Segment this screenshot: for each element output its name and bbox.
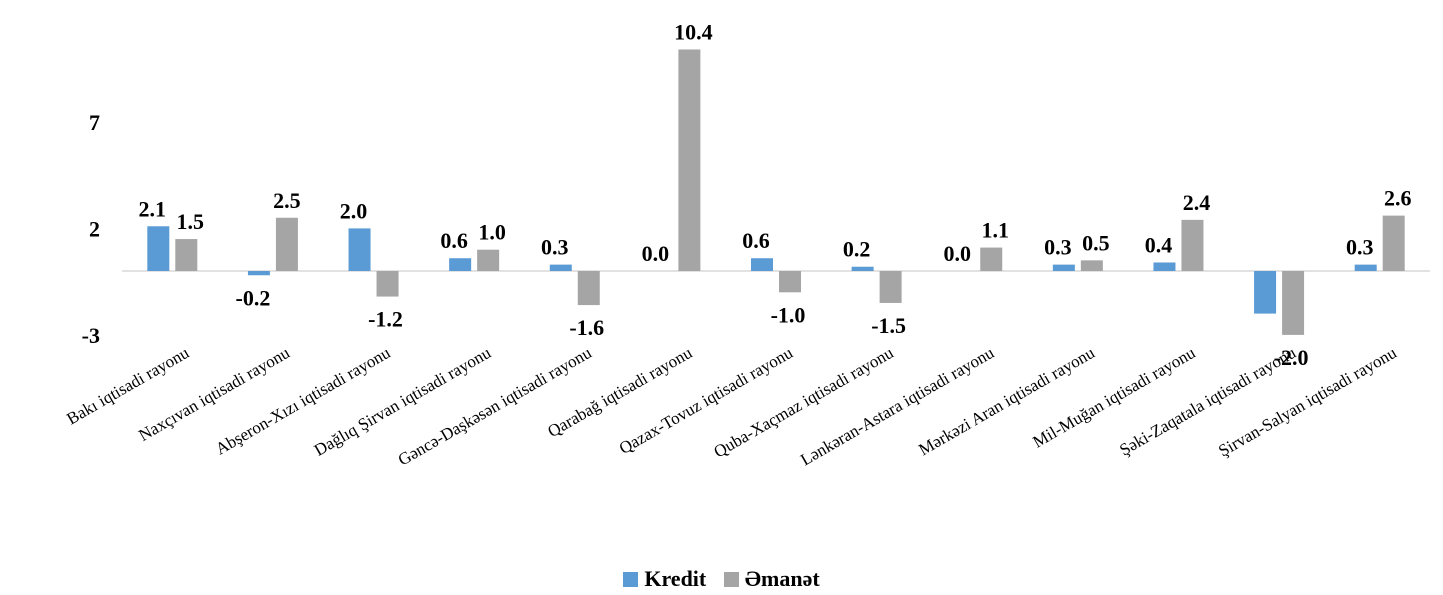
data-label-kredit: 0.0 — [943, 241, 971, 266]
bar-emanet — [577, 271, 600, 306]
legend-swatch-emanet — [723, 572, 739, 587]
x-category-label: Dağlıq Şirvan iqtisadi rayonu — [311, 343, 495, 460]
chart-legend: Kredit Əmanət — [0, 566, 1443, 592]
bar-emanet — [275, 217, 298, 271]
y-tick-label: 2 — [89, 216, 100, 241]
data-label-kredit: 0.0 — [642, 241, 670, 266]
data-label-kredit: 0.3 — [541, 235, 569, 260]
bar-emanet — [879, 271, 902, 303]
data-label-emanet: 1.5 — [177, 209, 205, 234]
bar-emanet — [477, 249, 500, 271]
x-category-label: Mərkəzi Aran iqtisadi rayonu — [915, 343, 1098, 460]
data-label-kredit: 0.6 — [440, 228, 468, 253]
data-label-emanet: 2.6 — [1384, 186, 1412, 211]
bar-kredit — [549, 264, 572, 271]
data-label-emanet: -1.5 — [871, 313, 906, 338]
data-label-kredit: 0.3 — [1044, 235, 1072, 260]
data-label-emanet: 2.4 — [1183, 190, 1211, 215]
data-label-emanet: 10.4 — [674, 19, 713, 44]
bar-kredit — [1254, 271, 1277, 314]
bar-kredit — [1153, 262, 1176, 271]
bar-kredit — [851, 266, 874, 271]
legend-item-emanet: Əmanət — [723, 566, 820, 592]
bar-kredit — [751, 258, 773, 271]
bar-emanet — [1080, 260, 1103, 271]
data-label-emanet: -1.0 — [771, 302, 806, 327]
x-category-label: Şəki-Zaqatala iqtisadi rayonu — [1116, 343, 1299, 460]
bar-kredit — [449, 258, 472, 271]
x-category-label: Gəncə-Daşkəsən iqtisadi rayonu — [395, 343, 595, 470]
bar-emanet — [1181, 219, 1204, 271]
data-label-kredit: 2.1 — [139, 196, 167, 221]
legend-label-emanet: Əmanət — [744, 566, 820, 591]
y-tick-label: -3 — [82, 323, 100, 348]
data-label-emanet: -2.0 — [1274, 345, 1309, 370]
bar-kredit — [348, 228, 371, 271]
legend-swatch-kredit — [623, 572, 639, 587]
bar-kredit — [247, 271, 270, 276]
bar-kredit — [147, 226, 170, 271]
x-category-label: Quba-Xaçmaz iqtisadi rayonu — [711, 343, 898, 462]
bar-emanet — [779, 271, 801, 293]
bar-emanet — [175, 239, 198, 271]
data-label-emanet: -1.6 — [569, 315, 604, 340]
data-label-emanet: 1.1 — [981, 218, 1009, 243]
data-label-emanet: 1.0 — [478, 220, 506, 245]
data-label-kredit: 2.0 — [340, 198, 368, 223]
x-category-label: Lənkəran-Astara iqtisadi rayonu — [797, 343, 997, 470]
bar-emanet — [980, 247, 1003, 271]
x-category-label: Abşeron-Xızı iqtisadi rayonu — [212, 343, 394, 459]
data-label-kredit: 0.3 — [1346, 235, 1374, 260]
legend-item-kredit: Kredit — [623, 566, 706, 592]
data-label-kredit: 0.2 — [843, 237, 871, 262]
bar-emanet — [678, 49, 701, 272]
y-tick-label: 7 — [89, 110, 100, 135]
bar-kredit — [1354, 264, 1377, 271]
data-label-kredit: 0.6 — [742, 228, 770, 253]
bar-emanet — [376, 271, 399, 297]
data-label-emanet: 0.5 — [1082, 230, 1110, 255]
x-category-label: Qazax-Tovuz iqtisadi rayonu — [616, 343, 797, 458]
legend-label-kredit: Kredit — [644, 566, 707, 591]
data-label-kredit: -0.2 — [236, 285, 271, 310]
data-label-emanet: -1.2 — [368, 307, 403, 332]
data-label-kredit: 0.4 — [1145, 232, 1173, 257]
bar-kredit — [1052, 264, 1075, 271]
bar-emanet — [1282, 271, 1305, 335]
bar-emanet — [1382, 215, 1405, 271]
data-label-emanet: 2.5 — [273, 188, 301, 213]
x-category-label: Mil-Muğan iqtisadi rayonu — [1029, 343, 1198, 452]
